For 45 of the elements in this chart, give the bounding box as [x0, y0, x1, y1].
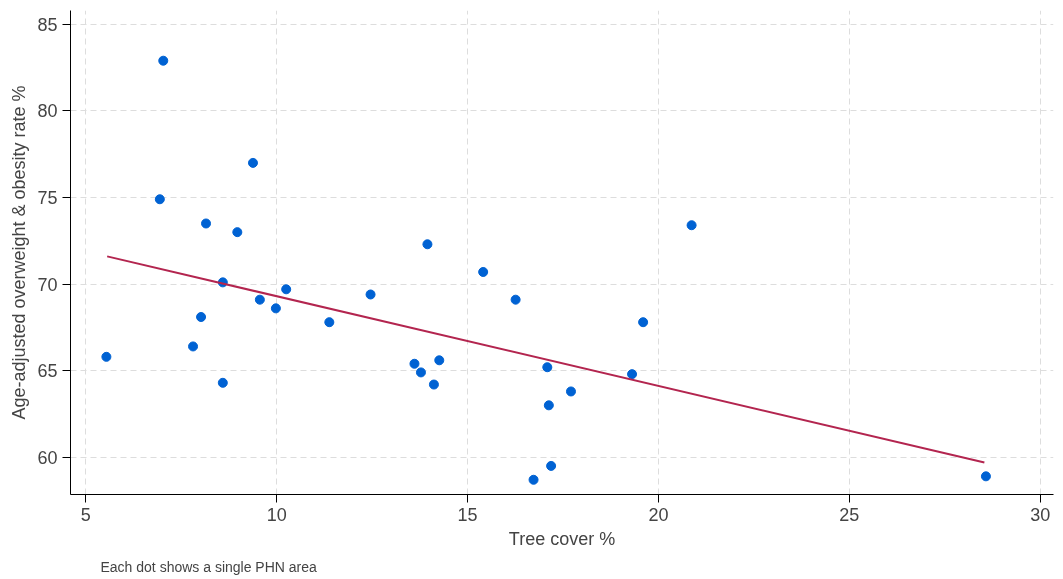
point	[543, 400, 554, 411]
point	[158, 55, 169, 66]
x-axis-title: Tree cover %	[508, 528, 616, 549]
point	[232, 227, 243, 238]
point	[510, 294, 521, 305]
point	[627, 369, 638, 380]
point	[201, 218, 212, 229]
point	[415, 367, 426, 378]
point	[324, 317, 335, 328]
point	[196, 312, 207, 322]
point	[188, 341, 199, 352]
point	[247, 157, 258, 168]
point	[546, 460, 557, 471]
x-tick-label: 10	[266, 504, 287, 525]
point	[528, 474, 539, 485]
x-tick-label: 30	[1030, 504, 1051, 525]
point	[422, 239, 433, 250]
x-tick-label: 25	[839, 504, 860, 525]
y-tick-label: 75	[37, 188, 58, 209]
point	[565, 386, 576, 397]
point	[101, 351, 112, 362]
point	[542, 362, 553, 373]
point	[254, 294, 265, 305]
point	[409, 358, 420, 369]
point	[281, 284, 292, 295]
point	[434, 355, 445, 366]
text: Each dot shows a single PHN area	[100, 558, 318, 575]
point	[270, 303, 281, 314]
x-tick-label: 15	[457, 504, 478, 525]
point	[365, 289, 376, 300]
point	[980, 471, 991, 482]
y-tick-label: 80	[37, 101, 58, 122]
point	[217, 377, 228, 388]
point	[154, 194, 165, 205]
point	[686, 220, 697, 231]
y-tick-label: 70	[37, 274, 58, 295]
y-axis-title: Age-adjusted overweight & obesity rate %	[9, 85, 30, 420]
y-tick-label: 65	[37, 361, 58, 382]
y-tick-label: 85	[37, 14, 58, 35]
x-tick-label: 5	[80, 504, 91, 525]
x-tick-label: 20	[648, 504, 669, 525]
point	[638, 317, 649, 328]
y-tick-label: 60	[37, 447, 58, 468]
point	[478, 266, 489, 277]
point	[428, 379, 439, 390]
